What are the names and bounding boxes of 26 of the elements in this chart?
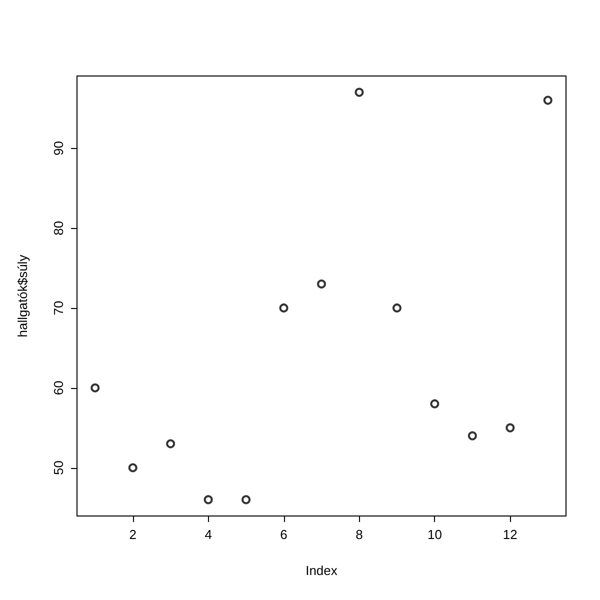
point — [317, 280, 326, 289]
y-tick-label: 60 — [51, 380, 66, 396]
point — [468, 431, 477, 440]
point — [354, 88, 364, 97]
point — [166, 439, 176, 448]
point — [392, 303, 402, 312]
y-tick-label: 70 — [51, 300, 66, 316]
point — [430, 399, 440, 408]
y-tick-label: 90 — [51, 140, 66, 156]
x-tick-label: 2 — [129, 527, 136, 542]
point — [506, 423, 515, 432]
point — [204, 495, 213, 504]
x-tick-label: 12 — [502, 527, 518, 542]
x-tick-label: 10 — [427, 527, 442, 542]
point — [279, 303, 288, 312]
x-axis-title: Index — [306, 563, 338, 578]
point — [242, 495, 251, 504]
y-tick-label: 80 — [51, 220, 66, 236]
y-axis-title: hallgatók$súly — [15, 254, 30, 338]
point — [128, 463, 138, 472]
x-tick-label: 8 — [356, 527, 363, 542]
y-tick-label: 50 — [51, 460, 66, 475]
point — [90, 383, 100, 392]
point — [543, 96, 552, 105]
x-tick-label: 4 — [204, 527, 212, 542]
x-tick-label: 6 — [280, 527, 288, 542]
